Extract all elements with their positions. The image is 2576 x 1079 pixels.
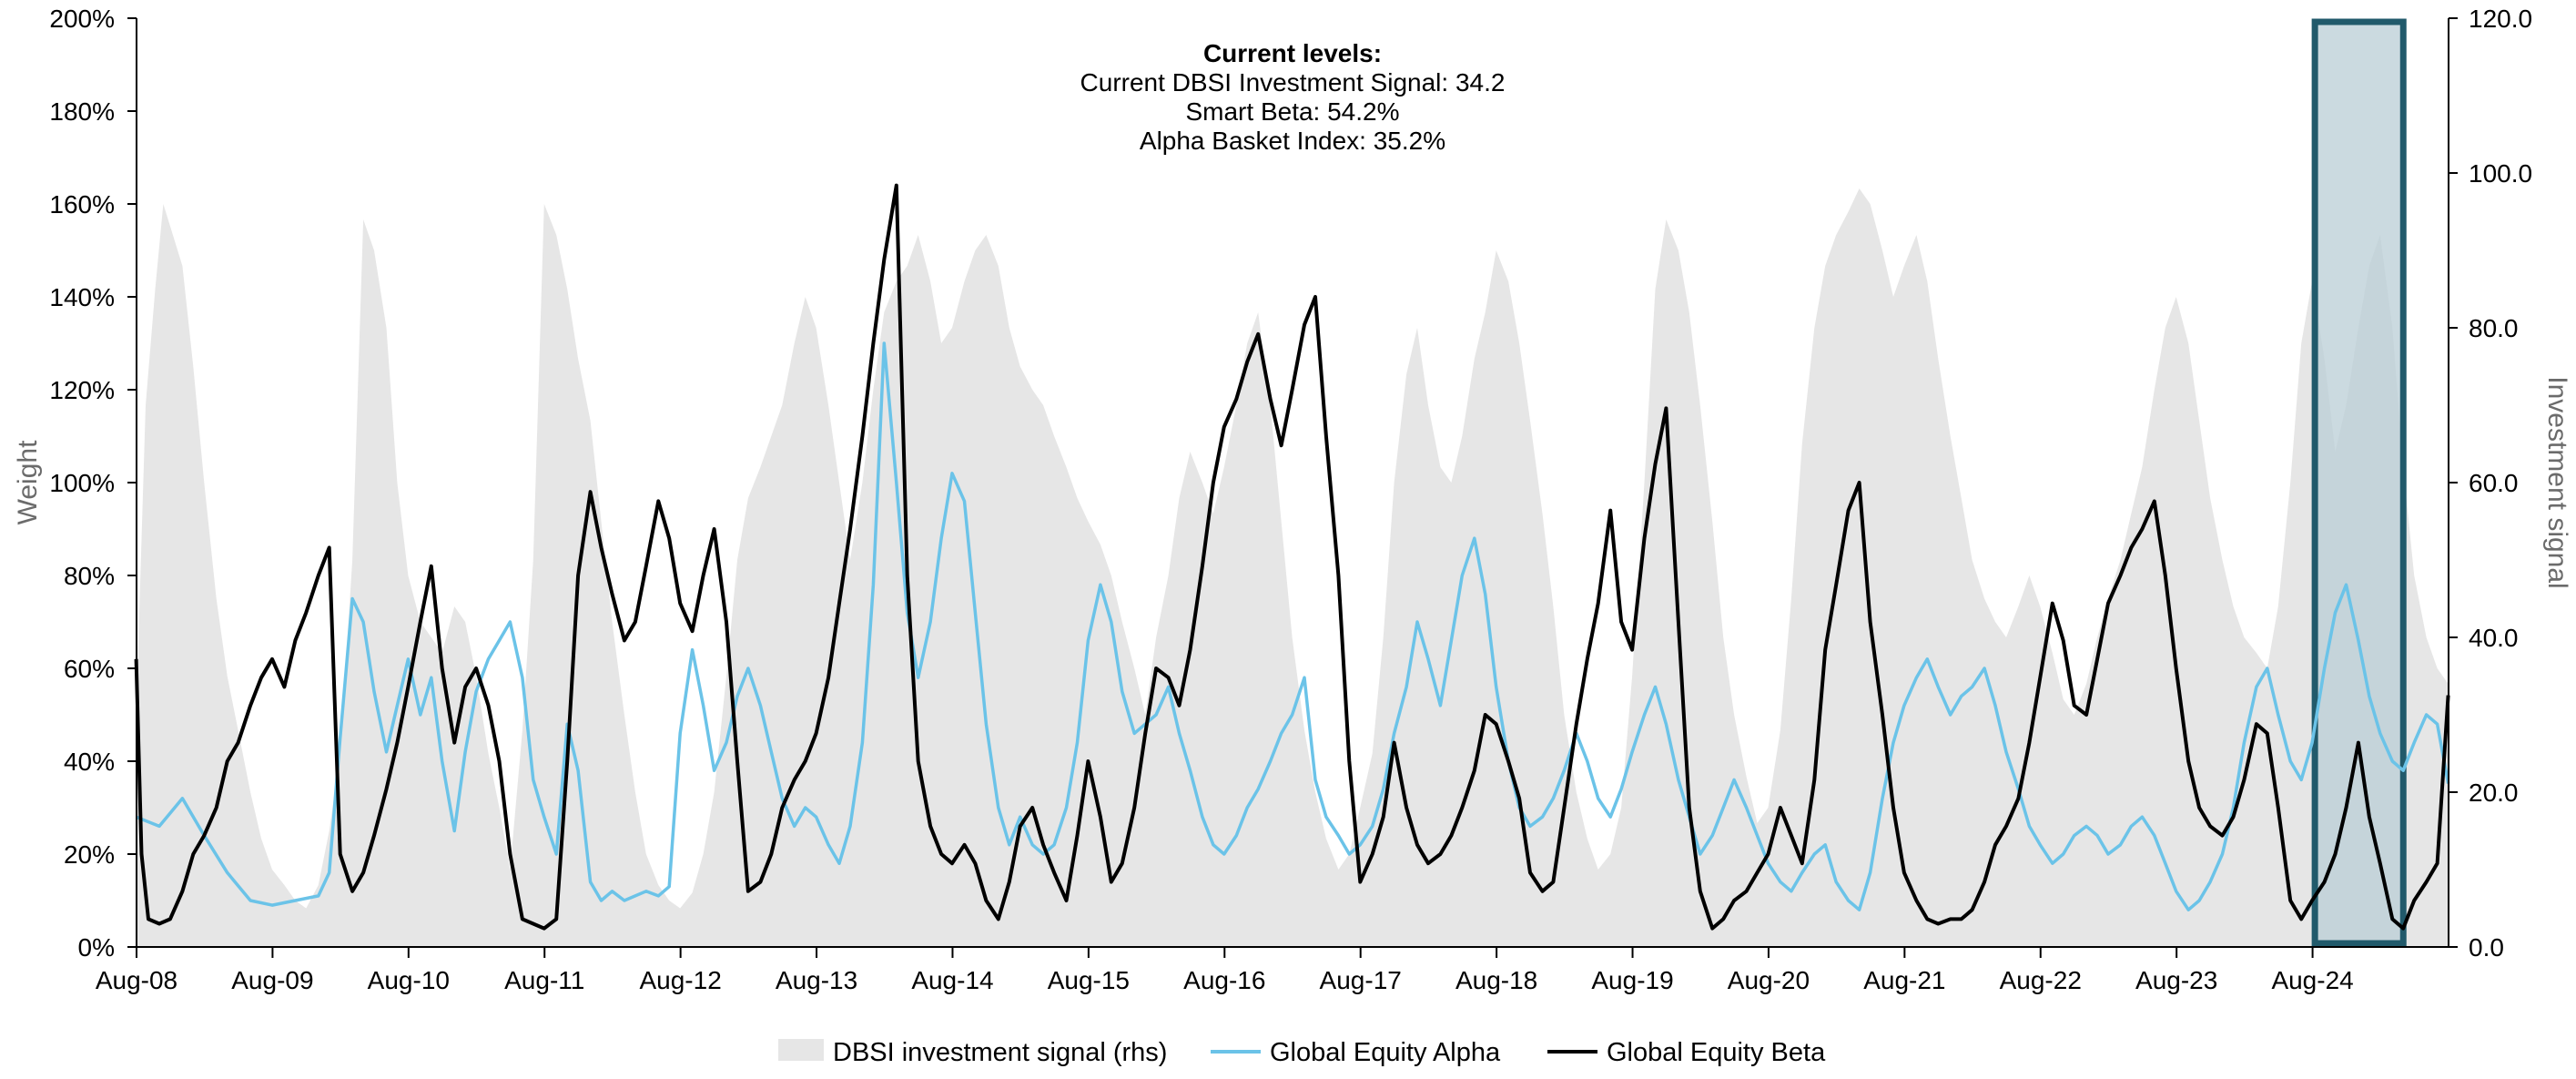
- highlight-region-layer: [2311, 18, 2407, 947]
- y2-tick-label: 40.0: [2469, 624, 2519, 652]
- signal-area-layer: [136, 188, 2449, 947]
- x-tick-label: Aug-14: [911, 966, 993, 994]
- x-tick-label: Aug-12: [639, 966, 721, 994]
- x-tick-label: Aug-20: [1728, 966, 1810, 994]
- annotation-line: Smart Beta: 54.2%: [1185, 97, 1399, 126]
- global-equity-beta-line: [134, 183, 2450, 931]
- x-tick-label: Aug-08: [96, 966, 177, 994]
- global-equity-alpha-line: [135, 341, 2450, 911]
- legend: DBSI investment signal (rhs) Global Equit…: [778, 1038, 1826, 1067]
- legend-alpha-label: Global Equity Alpha: [1270, 1038, 1501, 1067]
- beta-series-layer: [134, 183, 2450, 931]
- y-axis-title: Weight: [13, 440, 43, 524]
- y2-tick-label: 80.0: [2469, 314, 2519, 342]
- y-tick-label: 80%: [64, 562, 115, 590]
- alpha-series-layer: [135, 341, 2450, 911]
- x-tick-label: Aug-21: [1863, 966, 1945, 994]
- y-tick-label: 180%: [49, 97, 115, 126]
- legend-signal-label: DBSI investment signal (rhs): [833, 1038, 1167, 1067]
- x-tick-label: Aug-23: [2135, 966, 2217, 994]
- legend-beta-label: Global Equity Beta: [1607, 1038, 1826, 1067]
- y-tick-label: 100%: [49, 469, 115, 497]
- signal-area: [136, 188, 2449, 947]
- y2-tick-label: 100.0: [2469, 159, 2532, 188]
- highlight-region: [2311, 18, 2407, 947]
- current-levels-annotation: Current levels:Current DBSI Investment S…: [1080, 39, 1506, 155]
- annotation-line: Current DBSI Investment Signal: 34.2: [1080, 68, 1506, 97]
- legend-signal-swatch: [778, 1039, 824, 1061]
- y-tick-label: 60%: [64, 655, 115, 683]
- x-tick-label: Aug-22: [2000, 966, 2082, 994]
- y-tick-label: 200%: [49, 5, 115, 33]
- annotation-line: Alpha Basket Index: 35.2%: [1140, 127, 1445, 155]
- y2-axis-title: Investment signal: [2542, 376, 2572, 588]
- y-tick-label: 120%: [49, 376, 115, 404]
- y-tick-label: 160%: [49, 190, 115, 219]
- x-tick-label: Aug-24: [2271, 966, 2353, 994]
- x-tick-label: Aug-17: [1320, 966, 1402, 994]
- x-tick-label: Aug-13: [776, 966, 857, 994]
- axes-layer: 0% 20% 40% 60% 80% 100% 120% 140% 160% 180% 200% 0.…: [13, 5, 2572, 994]
- x-tick-label: Aug-10: [368, 966, 450, 994]
- x-tick-label: Aug-11: [504, 966, 584, 994]
- y-tick-label: 20%: [64, 840, 115, 869]
- y2-tick-label: 0.0: [2469, 933, 2504, 962]
- x-tick-label: Aug-16: [1183, 966, 1265, 994]
- y2-tick-label: 20.0: [2469, 779, 2519, 807]
- y2-tick-label: 60.0: [2469, 469, 2519, 497]
- x-tick-label: Aug-15: [1048, 966, 1130, 994]
- y-tick-label: 40%: [64, 748, 115, 776]
- y-tick-label: 140%: [49, 283, 115, 311]
- x-tick-label: Aug-18: [1455, 966, 1537, 994]
- x-tick-label: Aug-19: [1591, 966, 1673, 994]
- y-tick-label: 0%: [78, 933, 115, 962]
- y2-tick-label: 120.0: [2469, 5, 2532, 33]
- annotation-title: Current levels:: [1203, 39, 1382, 67]
- x-tick-label: Aug-09: [231, 966, 313, 994]
